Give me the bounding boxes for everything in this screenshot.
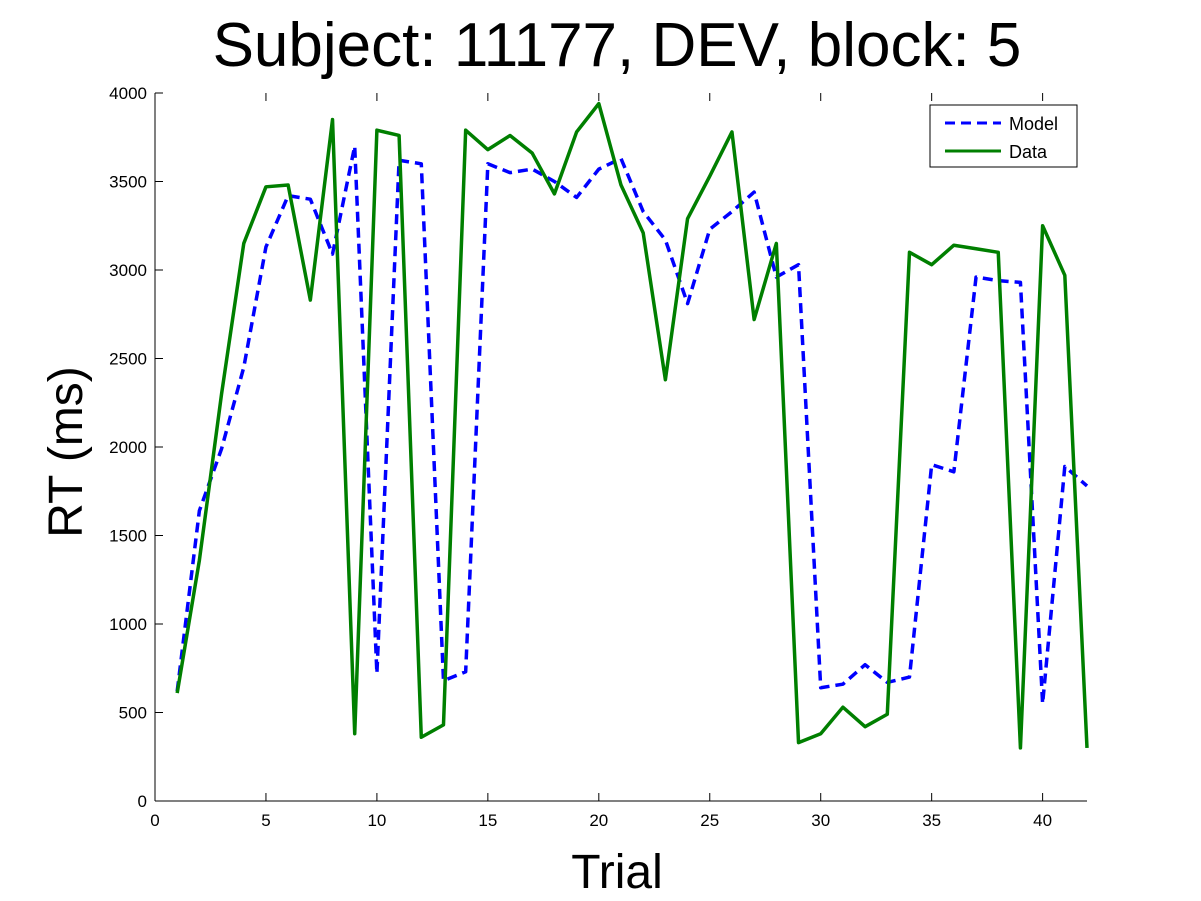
y-tick-label: 2000 — [109, 438, 147, 457]
x-ticks: 0 5 10 15 20 25 30 35 40 — [150, 93, 1052, 830]
legend: Model Data — [929, 104, 1078, 168]
y-ticks: 0 500 1000 1500 2000 2500 3000 3500 4000 — [109, 84, 163, 811]
series-lines — [175, 101, 1089, 750]
x-tick-label: 15 — [478, 811, 497, 830]
legend-label-model: Model — [1009, 114, 1058, 134]
x-tick-label: 25 — [700, 811, 719, 830]
legend-box — [929, 104, 1078, 168]
x-tick-label: 5 — [261, 811, 270, 830]
x-tick-label: 0 — [150, 811, 159, 830]
y-axis-label: RT (ms) — [40, 366, 93, 538]
y-tick-label: 4000 — [109, 84, 147, 103]
y-tick-label: 1500 — [109, 527, 147, 546]
series-line-model — [175, 144, 1089, 706]
y-tick-label: 1000 — [109, 615, 147, 634]
x-tick-label: 40 — [1033, 811, 1052, 830]
x-tick-label: 10 — [367, 811, 386, 830]
x-axis-label: Trial — [571, 846, 663, 899]
y-tick-label: 2500 — [109, 350, 147, 369]
y-tick-label: 3500 — [109, 173, 147, 192]
series-line-data — [175, 101, 1089, 750]
y-tick-label: 500 — [119, 704, 147, 723]
x-tick-label: 30 — [811, 811, 830, 830]
x-tick-label: 35 — [922, 811, 941, 830]
legend-label-data: Data — [1009, 142, 1048, 162]
plot-area: 0 5 10 15 20 25 30 35 40 0 500 1000 1500 2000 2500 300… — [109, 84, 1089, 830]
chart-title: Subject: 11177, DEV, block: 5 — [213, 11, 1022, 80]
y-tick-label: 0 — [138, 792, 147, 811]
x-tick-label: 20 — [589, 811, 608, 830]
y-tick-label: 3000 — [109, 261, 147, 280]
